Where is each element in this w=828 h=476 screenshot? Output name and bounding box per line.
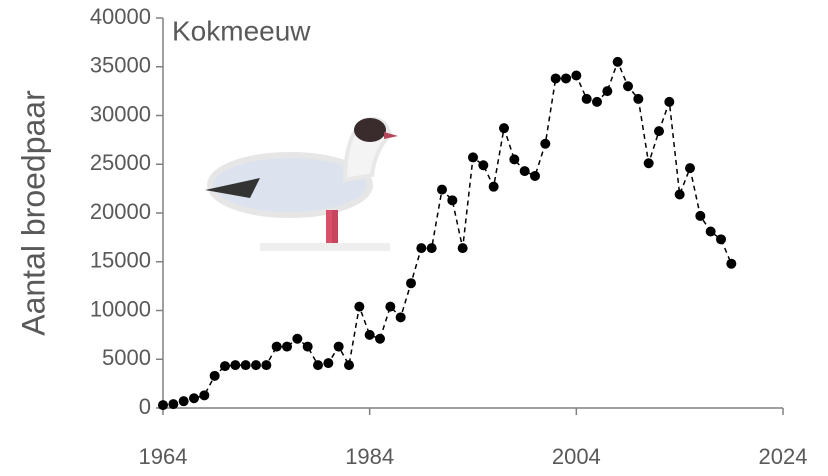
data-point: [251, 360, 261, 371]
data-point: [468, 152, 478, 163]
data-point: [726, 258, 737, 269]
y-tick-label: 0: [139, 394, 151, 419]
data-point: [292, 333, 303, 344]
x-tick-label: 2004: [552, 444, 601, 469]
data-point: [478, 160, 489, 171]
data-point: [240, 360, 251, 371]
x-tick-label: 1984: [345, 444, 394, 469]
data-point: [633, 93, 644, 104]
data-point: [530, 170, 540, 181]
y-tick-label: 10000: [90, 296, 151, 321]
data-point: [643, 158, 654, 169]
data-point: [509, 154, 520, 165]
data-point: [406, 278, 416, 289]
data-point: [271, 341, 282, 352]
data-point: [375, 333, 385, 344]
data-point: [230, 360, 241, 371]
y-tick-label: 5000: [102, 345, 151, 370]
data-point: [519, 166, 530, 177]
data-point: [344, 360, 354, 371]
data-point: [499, 123, 509, 134]
data-point: [416, 243, 427, 254]
data-point: [457, 243, 468, 254]
x-tick-label: 1964: [139, 444, 188, 469]
data-point: [592, 96, 602, 107]
data-point: [654, 126, 664, 137]
data-point: [209, 370, 220, 381]
data-point: [685, 163, 695, 174]
data-point: [695, 210, 706, 221]
data-point: [561, 73, 571, 84]
y-tick-label: 20000: [90, 199, 151, 224]
data-point: [612, 56, 623, 67]
data-point: [220, 361, 230, 372]
data-point: [168, 399, 179, 410]
data-point: [664, 96, 675, 107]
x-tick-label: 2024: [759, 444, 808, 469]
y-tick-label: 25000: [90, 150, 151, 175]
data-point: [189, 393, 199, 404]
data-point: [364, 329, 375, 340]
data-point: [385, 301, 396, 312]
data-point: [705, 226, 716, 237]
series-line: [162, 59, 733, 406]
data-point: [261, 360, 272, 371]
data-point: [323, 358, 334, 369]
y-axis-label: Aantal broedpaar: [15, 90, 51, 336]
data-point: [199, 390, 210, 401]
data-point: [550, 73, 561, 84]
data-point: [437, 184, 447, 195]
data-point: [313, 360, 323, 371]
data-point: [333, 341, 344, 352]
data-point: [488, 181, 499, 192]
data-point: [302, 341, 313, 352]
data-point: [354, 301, 365, 312]
data-point: [674, 189, 685, 200]
data-point: [426, 243, 437, 254]
data-point: [716, 234, 726, 245]
gull-illustration: [205, 117, 398, 251]
data-point: [623, 81, 633, 92]
data-point: [540, 138, 551, 149]
y-tick-label: 15000: [90, 248, 151, 273]
y-tick-label: 35000: [90, 53, 151, 78]
data-point: [158, 400, 168, 411]
y-tick-label: 40000: [90, 4, 151, 29]
data-point: [602, 86, 613, 97]
data-point: [395, 312, 406, 323]
y-tick-label: 30000: [90, 101, 151, 126]
data-point: [447, 195, 458, 206]
data-point: [581, 93, 592, 104]
data-point: [571, 70, 582, 81]
data-point: [282, 341, 292, 352]
data-point: [178, 396, 189, 407]
chart-title: Kokmeeuw: [172, 15, 311, 46]
